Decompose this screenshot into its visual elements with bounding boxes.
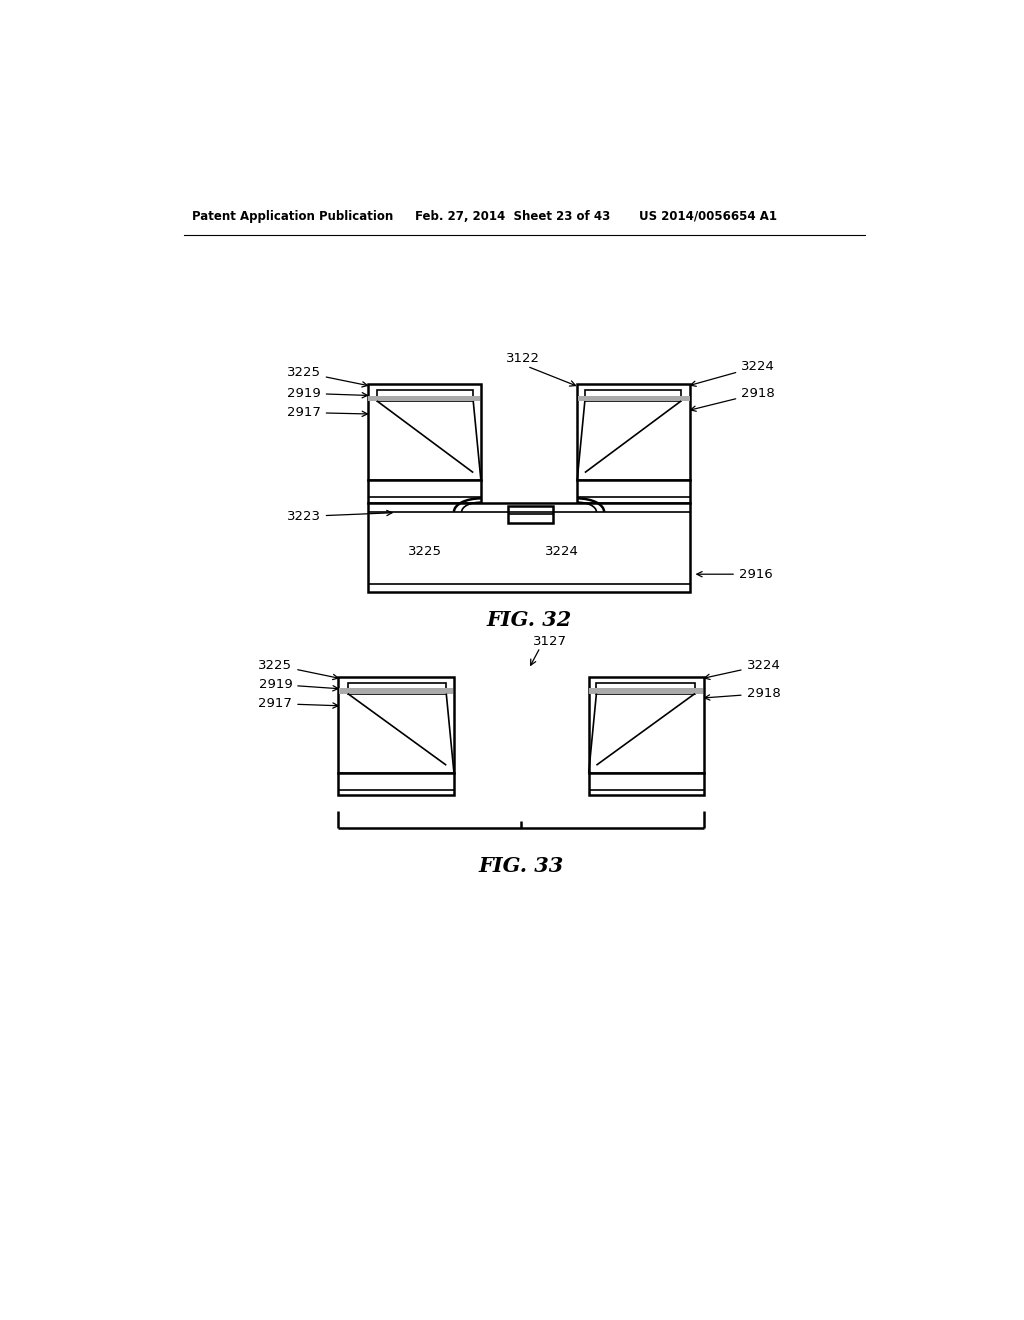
Text: 2919: 2919: [287, 387, 368, 400]
Text: 3224: 3224: [705, 659, 780, 680]
Polygon shape: [578, 480, 690, 503]
Polygon shape: [589, 677, 705, 774]
Text: US 2014/0056654 A1: US 2014/0056654 A1: [639, 210, 777, 223]
Polygon shape: [339, 774, 454, 795]
Bar: [590, 688, 703, 693]
Polygon shape: [578, 384, 690, 480]
Text: 3127: 3127: [532, 635, 566, 648]
Polygon shape: [368, 480, 481, 503]
Text: 2918: 2918: [705, 686, 780, 700]
Text: Feb. 27, 2014  Sheet 23 of 43: Feb. 27, 2014 Sheet 23 of 43: [416, 210, 610, 223]
Text: 2918: 2918: [690, 387, 775, 412]
Text: 3225: 3225: [287, 366, 368, 387]
Bar: [368, 503, 690, 591]
Text: 3223: 3223: [287, 510, 392, 523]
Text: 3224: 3224: [545, 545, 579, 557]
Polygon shape: [377, 391, 473, 401]
Bar: [578, 396, 689, 401]
Text: 2919: 2919: [258, 677, 338, 690]
Polygon shape: [348, 682, 446, 693]
Text: FIG. 33: FIG. 33: [478, 857, 563, 876]
Text: FIG. 32: FIG. 32: [486, 610, 571, 631]
Text: 2917: 2917: [258, 697, 338, 710]
Bar: [369, 396, 480, 401]
Text: 2916: 2916: [696, 568, 773, 581]
Polygon shape: [339, 677, 454, 774]
Bar: [339, 688, 454, 693]
Text: Patent Application Publication: Patent Application Publication: [193, 210, 393, 223]
Text: 2917: 2917: [287, 407, 368, 418]
Polygon shape: [596, 682, 695, 693]
Polygon shape: [585, 391, 681, 401]
Text: 3225: 3225: [408, 545, 441, 557]
Text: 3122: 3122: [506, 352, 541, 366]
Polygon shape: [589, 774, 705, 795]
Polygon shape: [368, 384, 481, 480]
Text: 3225: 3225: [258, 659, 338, 680]
Bar: [508, 507, 553, 524]
Text: 3224: 3224: [690, 360, 775, 387]
